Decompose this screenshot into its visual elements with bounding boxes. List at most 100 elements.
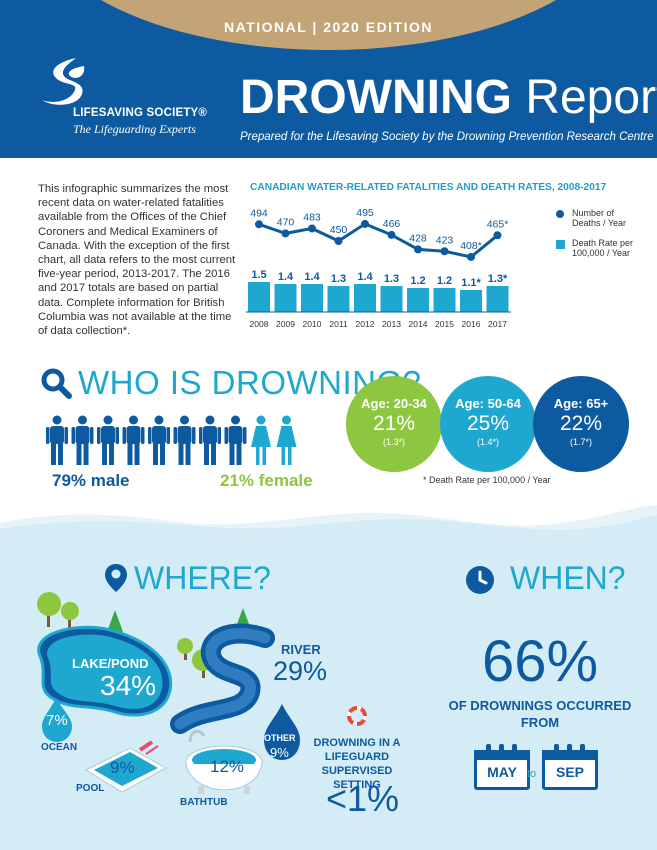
x-tick-label: 2017: [488, 319, 507, 329]
age-label: Age: 20-34: [361, 396, 427, 411]
bar-value-label: 1.2: [437, 275, 452, 287]
age-circle-20-34: Age: 20-34 21% (1.3*): [346, 376, 442, 472]
bathtub-icon: [185, 729, 263, 794]
male-person-icon: [173, 415, 196, 465]
deaths-value-label: 470: [277, 216, 295, 228]
deaths-point: [281, 229, 290, 238]
report-subtitle: Prepared for the Lifesaving Society by t…: [240, 131, 657, 143]
male-person-icon: [122, 415, 145, 465]
bar-value-label: 1.5: [251, 269, 266, 281]
x-tick-label: 2013: [382, 319, 401, 329]
age-percent: 21%: [372, 412, 416, 435]
location-pin-icon: [105, 564, 127, 592]
deaths-value-label: 408*: [460, 240, 482, 252]
chart-legend: Number of Deaths / Year Death Rate per 100…: [556, 208, 651, 268]
bar-value-label: 1.3: [331, 273, 346, 285]
other-label: OTHER: [264, 733, 296, 743]
ocean-percent: 7%: [46, 712, 68, 729]
male-person-icon: [199, 415, 221, 465]
magnifier-icon: [41, 368, 72, 399]
deaths-point: [255, 220, 263, 229]
month-to: SEP: [555, 764, 584, 780]
male-percent: 79% male: [52, 471, 130, 490]
org-tagline: The Lifeguarding Experts: [73, 122, 196, 136]
chart-title: CANADIAN WATER-RELATED FATALITIES AND DE…: [250, 182, 607, 193]
bar-value-label: 1.4: [304, 271, 320, 283]
where-title: WHERE?: [134, 560, 271, 596]
chart-bar: [274, 284, 297, 312]
ocean-label: OCEAN: [41, 742, 78, 753]
pool-label: POOL: [76, 783, 105, 794]
x-tick-label: 2014: [409, 319, 428, 329]
deaths-value-label: 483: [303, 211, 321, 223]
male-person-icon: [148, 415, 170, 465]
legend-dot-icon: [556, 210, 564, 218]
pool-percent: 9%: [110, 758, 135, 777]
deaths-value-label: 428: [409, 232, 427, 244]
bar-value-label: 1.3*: [488, 273, 508, 285]
chart-bar: [407, 288, 429, 312]
chart-bar: [486, 286, 509, 312]
deaths-point: [440, 247, 449, 256]
x-tick-label: 2011: [329, 319, 348, 329]
river-percent: 29%: [273, 656, 328, 686]
deaths-point: [361, 219, 369, 228]
age-circle-65-plus: Age: 65+ 22% (1.7*): [533, 376, 629, 472]
age-percent: 25%: [466, 412, 510, 435]
org-name: LIFESAVING SOCIETY®: [73, 107, 208, 119]
calendar-ring: [554, 744, 559, 756]
deaths-point: [308, 224, 316, 233]
report-title: DROWNING Report: [240, 70, 657, 126]
chart-bar: [248, 282, 270, 312]
age-rate: (1.3*): [382, 437, 405, 447]
legend-deaths-line1: Number of: [572, 208, 615, 218]
male-person-icon: [46, 415, 68, 465]
edition-label: NATIONAL | 2020 EDITION: [223, 19, 434, 35]
female-percent: 21% female: [220, 471, 313, 490]
calendar-ring: [567, 744, 572, 756]
legend-rate-line1: Death Rate per: [572, 238, 634, 248]
lake-label: LAKE/POND: [72, 656, 149, 671]
bar-value-label: 1.4: [357, 271, 373, 283]
legend-rate-line2: 100,000 / Year: [572, 248, 631, 258]
bar-value-label: 1.1*: [461, 277, 481, 289]
deaths-point: [387, 230, 396, 239]
age-rate: (1.4*): [476, 437, 499, 447]
deaths-value-label: 466: [383, 218, 401, 230]
age-label: Age: 65+: [553, 396, 609, 411]
bar-value-label: 1.3: [384, 273, 399, 285]
age-circle-50-64: Age: 50-64 25% (1.4*): [440, 376, 536, 472]
lifesaving-logo-icon: [42, 58, 85, 105]
lifeguard-label: DROWNING IN A LIFEGUARD SUPERVISED SETTI…: [313, 737, 401, 791]
fatalities-chart: 1.5 2008 1.4 2009 1.4 2010 1.3 2011 1.4 2012 1.3 20…: [246, 207, 511, 329]
other-percent: 9%: [270, 745, 289, 760]
when-percent: 66%: [481, 629, 599, 694]
legend-rate-text: Death Rate per 100,000 / Year: [572, 238, 633, 258]
month-from: MAY: [487, 764, 517, 780]
wave-divider: [0, 505, 657, 535]
chart-bar: [380, 286, 403, 312]
to-label: to: [527, 768, 537, 780]
deaths-value-label: 450: [330, 224, 348, 236]
ocean-drop-icon: [42, 698, 72, 742]
male-person-icon: [71, 415, 94, 465]
age-rate: (1.7*): [569, 437, 592, 447]
legend-deaths-text: Number of Deaths / Year: [572, 208, 626, 228]
deaths-point: [467, 252, 475, 261]
chart-bar: [433, 288, 456, 312]
legend-square-icon: [556, 240, 565, 249]
calendar-ring: [580, 744, 585, 756]
calendar-may-icon: MAY: [474, 742, 530, 790]
x-tick-label: 2015: [435, 319, 454, 329]
chart-bar: [354, 284, 376, 312]
calendar-ring: [486, 744, 491, 756]
deaths-value-label: 495: [356, 207, 374, 219]
age-label: Age: 50-64: [455, 396, 521, 411]
bar-value-label: 1.4: [278, 271, 294, 283]
deaths-point: [493, 231, 502, 240]
calendar-ring: [512, 744, 517, 756]
deaths-line: [258, 222, 499, 259]
female-person-icon: [276, 415, 297, 465]
chart-bar: [460, 290, 482, 312]
deaths-point: [334, 237, 343, 245]
